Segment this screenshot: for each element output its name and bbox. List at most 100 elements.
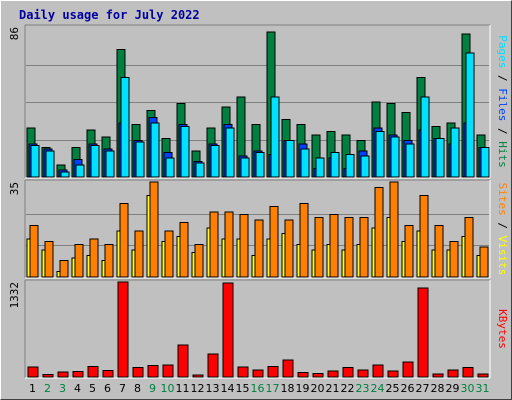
bar-pages — [75, 164, 85, 178]
bar-kbytes — [402, 361, 414, 378]
bar-kbytes — [387, 370, 399, 378]
bar-pages — [450, 127, 460, 178]
side-label-part: Files — [496, 88, 509, 121]
bar-sites — [134, 230, 144, 278]
bar-kbytes — [267, 366, 279, 378]
bar-sites — [269, 205, 279, 278]
bar-pages — [345, 153, 355, 178]
bar-sites — [344, 216, 354, 278]
bar-kbytes — [342, 366, 354, 378]
bar-sites — [299, 203, 309, 278]
side-label-part: Pages — [496, 35, 509, 68]
x-tick-label: 14 — [221, 382, 235, 395]
bar-sites — [209, 211, 219, 278]
bar-kbytes — [132, 367, 144, 378]
bar-sites — [194, 243, 204, 278]
bar-sites — [374, 186, 384, 278]
bar-pages — [195, 162, 205, 178]
bar-kbytes — [72, 371, 84, 378]
bar-kbytes — [162, 364, 174, 378]
side-label-part: Visits — [496, 236, 509, 276]
bar-kbytes — [57, 371, 69, 378]
bar-kbytes — [42, 374, 54, 378]
bar-sites — [254, 219, 264, 278]
y-max-label: 86 — [8, 27, 21, 40]
x-tick-label: 18 — [281, 382, 295, 395]
bar-kbytes — [357, 369, 369, 378]
x-tick-label: 20 — [311, 382, 325, 395]
bar-sites — [329, 214, 339, 278]
bar-sites — [149, 181, 159, 278]
x-tick-label: 10 — [161, 382, 175, 395]
bar-pages — [90, 145, 100, 178]
bar-pages — [165, 157, 175, 178]
bar-kbytes — [252, 369, 264, 378]
bar-sites — [179, 222, 189, 278]
bar-pages — [270, 96, 280, 178]
side-label-part: Sites — [496, 183, 509, 216]
bar-kbytes — [432, 373, 444, 378]
visits-sites-side-label: Sites / Visits — [496, 183, 509, 276]
bar-kbytes — [462, 366, 474, 378]
y-max-label: 35 — [8, 182, 21, 195]
bar-pages — [300, 148, 310, 178]
x-tick-label: 30 — [461, 382, 475, 395]
x-tick-label: 9 — [149, 382, 156, 395]
x-tick-label: 4 — [74, 382, 81, 395]
side-label-part: / — [496, 216, 509, 236]
x-tick-label: 1 — [29, 382, 36, 395]
kbytes-panel: 1332 KBytes — [8, 279, 509, 379]
bar-sites — [224, 211, 234, 278]
x-tick-label: 31 — [476, 382, 490, 395]
x-tick-label: 15 — [236, 382, 250, 395]
x-tick-label: 19 — [296, 382, 310, 395]
x-tick-label: 28 — [431, 382, 445, 395]
bar-pages — [285, 139, 295, 178]
bar-sites — [89, 238, 99, 278]
bar-sites — [119, 203, 129, 278]
bar-pages — [105, 150, 115, 178]
x-tick-label: 11 — [176, 382, 190, 395]
bar-pages — [435, 138, 445, 178]
side-label-part: Hits — [496, 141, 509, 168]
bar-sites — [44, 241, 54, 278]
x-tick-label: 2 — [44, 382, 51, 395]
side-label-part: KBytes — [496, 309, 509, 349]
bar-pages — [60, 171, 70, 178]
bar-kbytes — [177, 344, 189, 378]
bar-pages — [465, 52, 475, 178]
bar-sites — [104, 243, 114, 278]
x-tick-label: 6 — [104, 382, 111, 395]
hits-files-pages-side-label: Pages / Files / Hits — [496, 35, 509, 168]
bar-pages — [375, 131, 385, 178]
bar-pages — [360, 155, 370, 178]
bar-pages — [255, 152, 265, 178]
bar-kbytes — [447, 369, 459, 378]
bar-kbytes — [147, 365, 159, 378]
kbytes-side-label: KBytes — [496, 309, 509, 349]
bar-pages — [120, 77, 130, 178]
bar-sites — [449, 241, 459, 278]
bar-kbytes — [117, 281, 129, 378]
x-tick-label: 5 — [89, 382, 96, 395]
x-tick-label: 12 — [191, 382, 205, 395]
chart-title: Daily usage for July 2022 — [19, 8, 200, 22]
side-label-part: / — [496, 121, 509, 141]
x-tick-label: 29 — [446, 382, 460, 395]
bar-kbytes — [27, 366, 39, 378]
bar-sites — [359, 216, 369, 278]
bar-sites — [59, 260, 69, 278]
bar-kbytes — [222, 282, 234, 378]
bar-pages — [240, 157, 250, 178]
bar-pages — [225, 127, 235, 178]
x-tick-label: 23 — [356, 382, 370, 395]
x-tick-label: 7 — [119, 382, 126, 395]
bar-kbytes — [372, 364, 384, 378]
bar-sites — [404, 224, 414, 278]
y-max-label: 1332 — [8, 282, 21, 309]
bar-pages — [135, 141, 145, 178]
bar-pages — [180, 125, 190, 178]
bar-sites — [29, 224, 39, 278]
bar-pages — [30, 145, 40, 178]
